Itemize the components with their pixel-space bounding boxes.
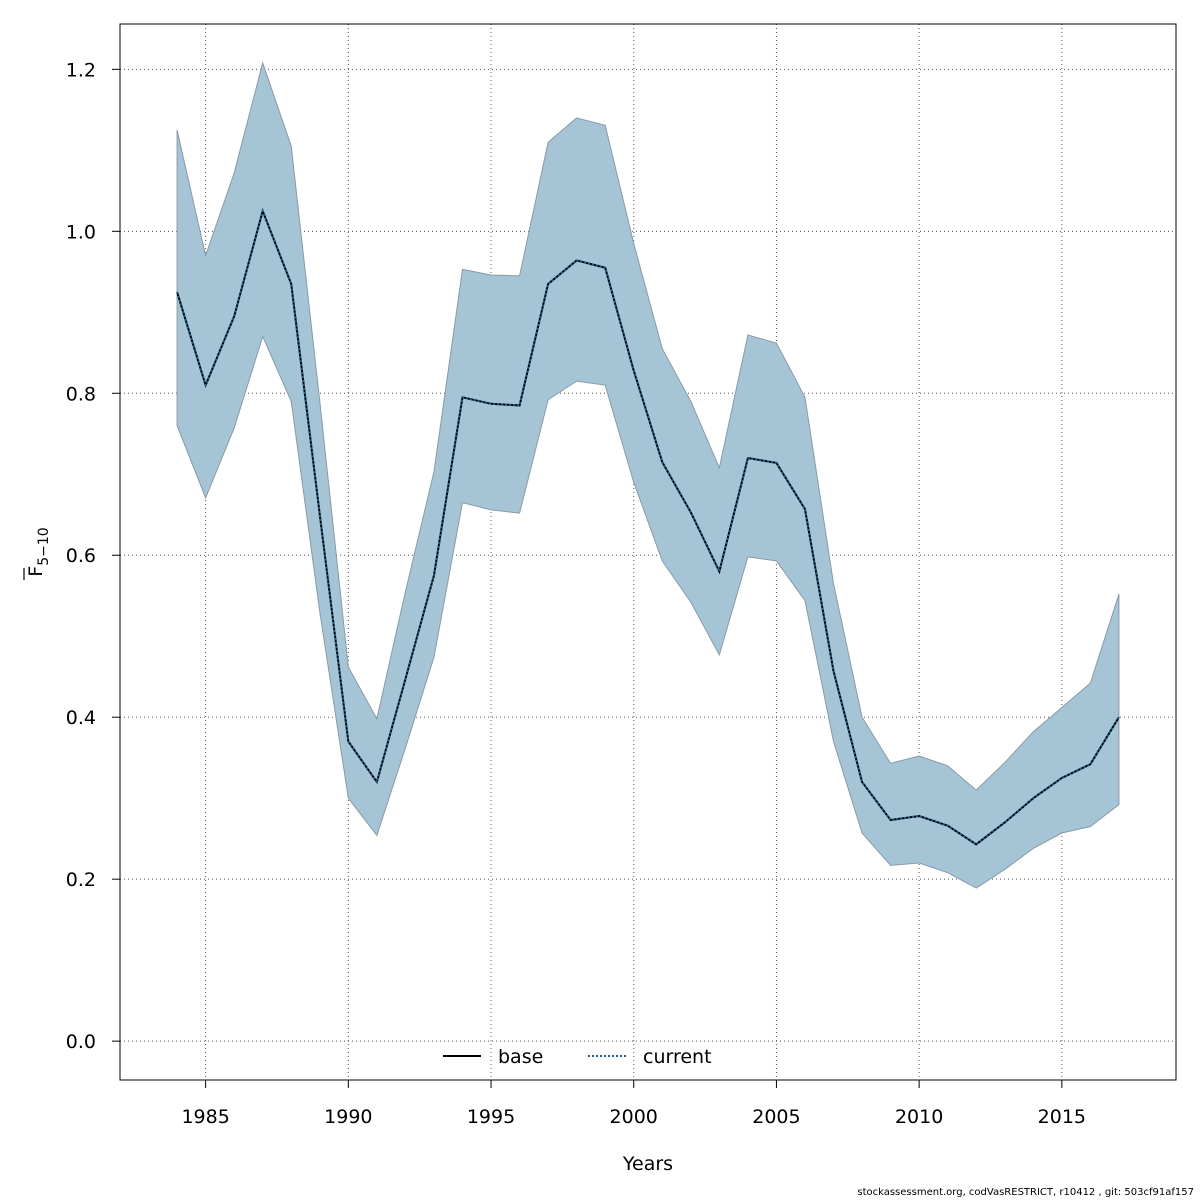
series-lines (176, 207, 1120, 846)
y-axis-title-main: F (25, 566, 47, 577)
confidence-band-area (176, 61, 1120, 889)
x-tick-label: 2005 (752, 1106, 800, 1128)
y-axis-title: F5−10 (23, 527, 52, 580)
y-axis: 0.0 0.2 0.4 0.6 0.8 1.0 1.2 (66, 59, 120, 1053)
y-tick-label: 0.6 (66, 545, 96, 567)
x-tick-label: 1995 (467, 1106, 515, 1128)
legend-base-label: base (498, 1046, 543, 1068)
y-tick-label: 0.2 (66, 869, 96, 891)
plot-frame (119, 23, 1177, 1081)
svg-text:F5−10: F5−10 (25, 527, 52, 576)
legend-current-label: current (643, 1046, 712, 1068)
series-line-current (176, 207, 1120, 846)
x-tick-label: 2015 (1038, 1106, 1086, 1128)
footer-source: stockassessment.org, codVasRESTRICT, r10… (857, 1187, 1194, 1198)
y-axis-title-sub: 5−10 (36, 527, 52, 565)
y-tick-label: 0.8 (66, 383, 96, 405)
y-tick-label: 0.4 (66, 707, 96, 729)
x-tick-label: 1990 (324, 1106, 372, 1128)
x-tick-label: 2010 (895, 1106, 943, 1128)
x-axis: 1985 1990 1995 2000 2005 2010 2015 (181, 1080, 1086, 1128)
y-tick-label: 0.0 (66, 1031, 96, 1053)
x-tick-label: 1985 (181, 1106, 229, 1128)
x-axis-title: Years (622, 1153, 673, 1175)
x-tick-label: 2000 (610, 1106, 658, 1128)
legend: base current (443, 1046, 712, 1068)
y-tick-label: 1.0 (66, 221, 96, 243)
confidence-band (176, 61, 1120, 889)
y-tick-label: 1.2 (66, 59, 96, 81)
